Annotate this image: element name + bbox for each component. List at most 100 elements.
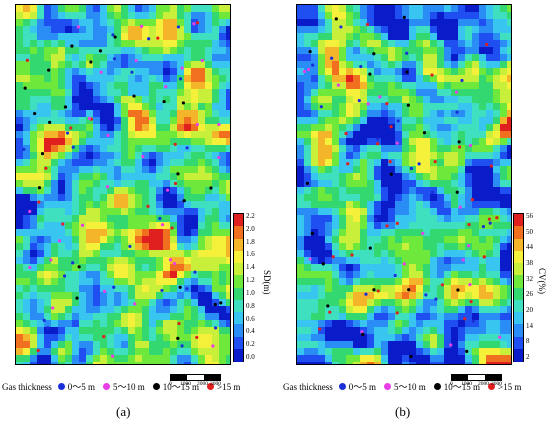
- heatmap-cell: [444, 334, 452, 342]
- well-marker-10-15: [372, 288, 376, 292]
- heatmap-cell: [58, 271, 66, 279]
- well-marker-5-10: [87, 116, 92, 121]
- heatmap-cell: [205, 299, 213, 307]
- heatmap-cell: [402, 33, 410, 41]
- heatmap-cell: [135, 208, 143, 216]
- heatmap-cell: [142, 278, 150, 286]
- heatmap-cell: [114, 47, 122, 55]
- heatmap-cell: [381, 229, 389, 237]
- heatmap-cell: [472, 26, 480, 34]
- heatmap-cell: [416, 250, 424, 258]
- legend-label-10-15: 10～15 m: [443, 382, 481, 392]
- heatmap-cell: [205, 173, 213, 181]
- heatmap-cell: [121, 194, 129, 202]
- well-marker-gt15: [489, 164, 494, 168]
- heatmap-cell: [458, 271, 466, 279]
- heatmap-cell: [44, 348, 52, 356]
- heatmap-cell: [23, 180, 31, 188]
- heatmap-cell: [353, 292, 361, 300]
- heatmap-cell: [177, 89, 185, 97]
- heatmap-cell: [142, 306, 150, 314]
- heatmap-cell: [423, 40, 431, 48]
- heatmap-cell: [332, 187, 340, 195]
- heatmap-cell: [205, 131, 213, 139]
- heatmap-cell: [128, 327, 136, 335]
- heatmap-cell: [107, 201, 115, 209]
- heatmap-cell: [360, 257, 368, 265]
- heatmap-cell: [458, 110, 466, 118]
- heatmap-cell: [156, 243, 164, 251]
- heatmap-cell: [346, 306, 354, 314]
- heatmap-cell: [472, 54, 480, 62]
- heatmap-cell: [198, 89, 206, 97]
- heatmap-cell: [304, 215, 312, 223]
- heatmap-cell: [416, 222, 424, 230]
- heatmap-cell: [381, 327, 389, 335]
- heatmap-cell: [500, 341, 508, 349]
- heatmap-cell: [114, 33, 122, 41]
- well-marker-5-10: [458, 205, 462, 209]
- heatmap-cell: [135, 264, 143, 272]
- heatmap-cell: [486, 19, 494, 27]
- heatmap-cell: [191, 306, 199, 314]
- well-marker-0-5: [488, 221, 492, 225]
- heatmap-cell: [493, 166, 501, 174]
- well-marker-10-15: [48, 120, 52, 124]
- heatmap-cell: [437, 313, 445, 321]
- heatmap-cell: [458, 355, 466, 363]
- heatmap-cell: [374, 201, 382, 209]
- heatmap-cell: [479, 306, 487, 314]
- heatmap-cell: [163, 243, 171, 251]
- heatmap-cell: [51, 264, 59, 272]
- heatmap-cell: [51, 278, 59, 286]
- heatmap-cell: [23, 68, 31, 76]
- heatmap-cell: [500, 320, 508, 328]
- well-marker-gt15: [195, 21, 200, 25]
- heatmap-cell: [465, 236, 473, 244]
- heatmap-cell: [184, 215, 192, 223]
- heatmap-cell: [444, 278, 452, 286]
- heatmap-cell: [507, 152, 515, 160]
- heatmap-cell: [184, 180, 192, 188]
- heatmap-cell: [465, 348, 473, 356]
- heatmap-cell: [374, 61, 382, 69]
- heatmap-cell: [409, 362, 417, 370]
- heatmap-cell: [128, 47, 136, 55]
- heatmap-cell: [353, 40, 361, 48]
- heatmap-cell: [332, 68, 340, 76]
- heatmap-cell: [107, 89, 115, 97]
- well-marker-10-15: [37, 186, 42, 190]
- heatmap-cell: [177, 222, 185, 230]
- heatmap-cell: [142, 96, 150, 104]
- heatmap-cell: [297, 215, 305, 223]
- heatmap-cell: [374, 250, 382, 258]
- heatmap-cell: [93, 68, 101, 76]
- heatmap-cell: [163, 180, 171, 188]
- heatmap-cell: [184, 159, 192, 167]
- heatmap-cell: [311, 187, 319, 195]
- heatmap-cell: [416, 362, 424, 370]
- heatmap-cell: [486, 82, 494, 90]
- heatmap-cell: [325, 61, 333, 69]
- heatmap-cell: [339, 341, 347, 349]
- heatmap-cell: [409, 222, 417, 230]
- heatmap-cell: [339, 166, 347, 174]
- heatmap-cell: [409, 313, 417, 321]
- heatmap-cell: [100, 159, 108, 167]
- legend-dot-gt15: [207, 383, 215, 390]
- heatmap-cell: [486, 5, 494, 13]
- heatmap-cell: [416, 278, 424, 286]
- heatmap-cell: [360, 33, 368, 41]
- heatmap-cell: [100, 355, 108, 363]
- heatmap-cell: [191, 285, 199, 293]
- heatmap-cell: [297, 194, 305, 202]
- heatmap-cell: [205, 5, 213, 13]
- heatmap-cell: [325, 110, 333, 118]
- heatmap-cell: [79, 327, 87, 335]
- heatmap-cell: [318, 208, 326, 216]
- heatmap-cell: [72, 68, 80, 76]
- heatmap-cell: [16, 159, 24, 167]
- heatmap-cell: [58, 320, 66, 328]
- well-marker-5-10: [395, 141, 399, 145]
- heatmap-cell: [311, 201, 319, 209]
